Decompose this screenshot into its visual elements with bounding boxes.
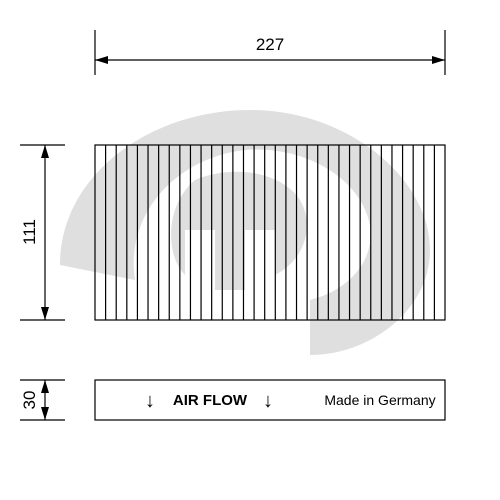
dimension-width: 227 [95, 30, 445, 75]
dimension-thickness-label: 30 [20, 391, 39, 410]
technical-drawing: 227 111 30 ↓ AIR FLOW ↓ [0, 0, 500, 500]
dimension-thickness: 30 [20, 380, 65, 420]
info-box: ↓ AIR FLOW ↓ Made in Germany [95, 380, 445, 420]
airflow-label: AIR FLOW [173, 392, 248, 409]
airflow-arrow-left-icon: ↓ [145, 390, 155, 412]
dimension-height: 111 [20, 145, 65, 320]
airflow-arrow-right-icon: ↓ [263, 390, 273, 412]
dimension-height-label: 111 [20, 219, 39, 245]
dimension-width-label: 227 [256, 35, 284, 54]
origin-label: Made in Germany [324, 392, 435, 408]
watermark-logo [60, 110, 430, 355]
